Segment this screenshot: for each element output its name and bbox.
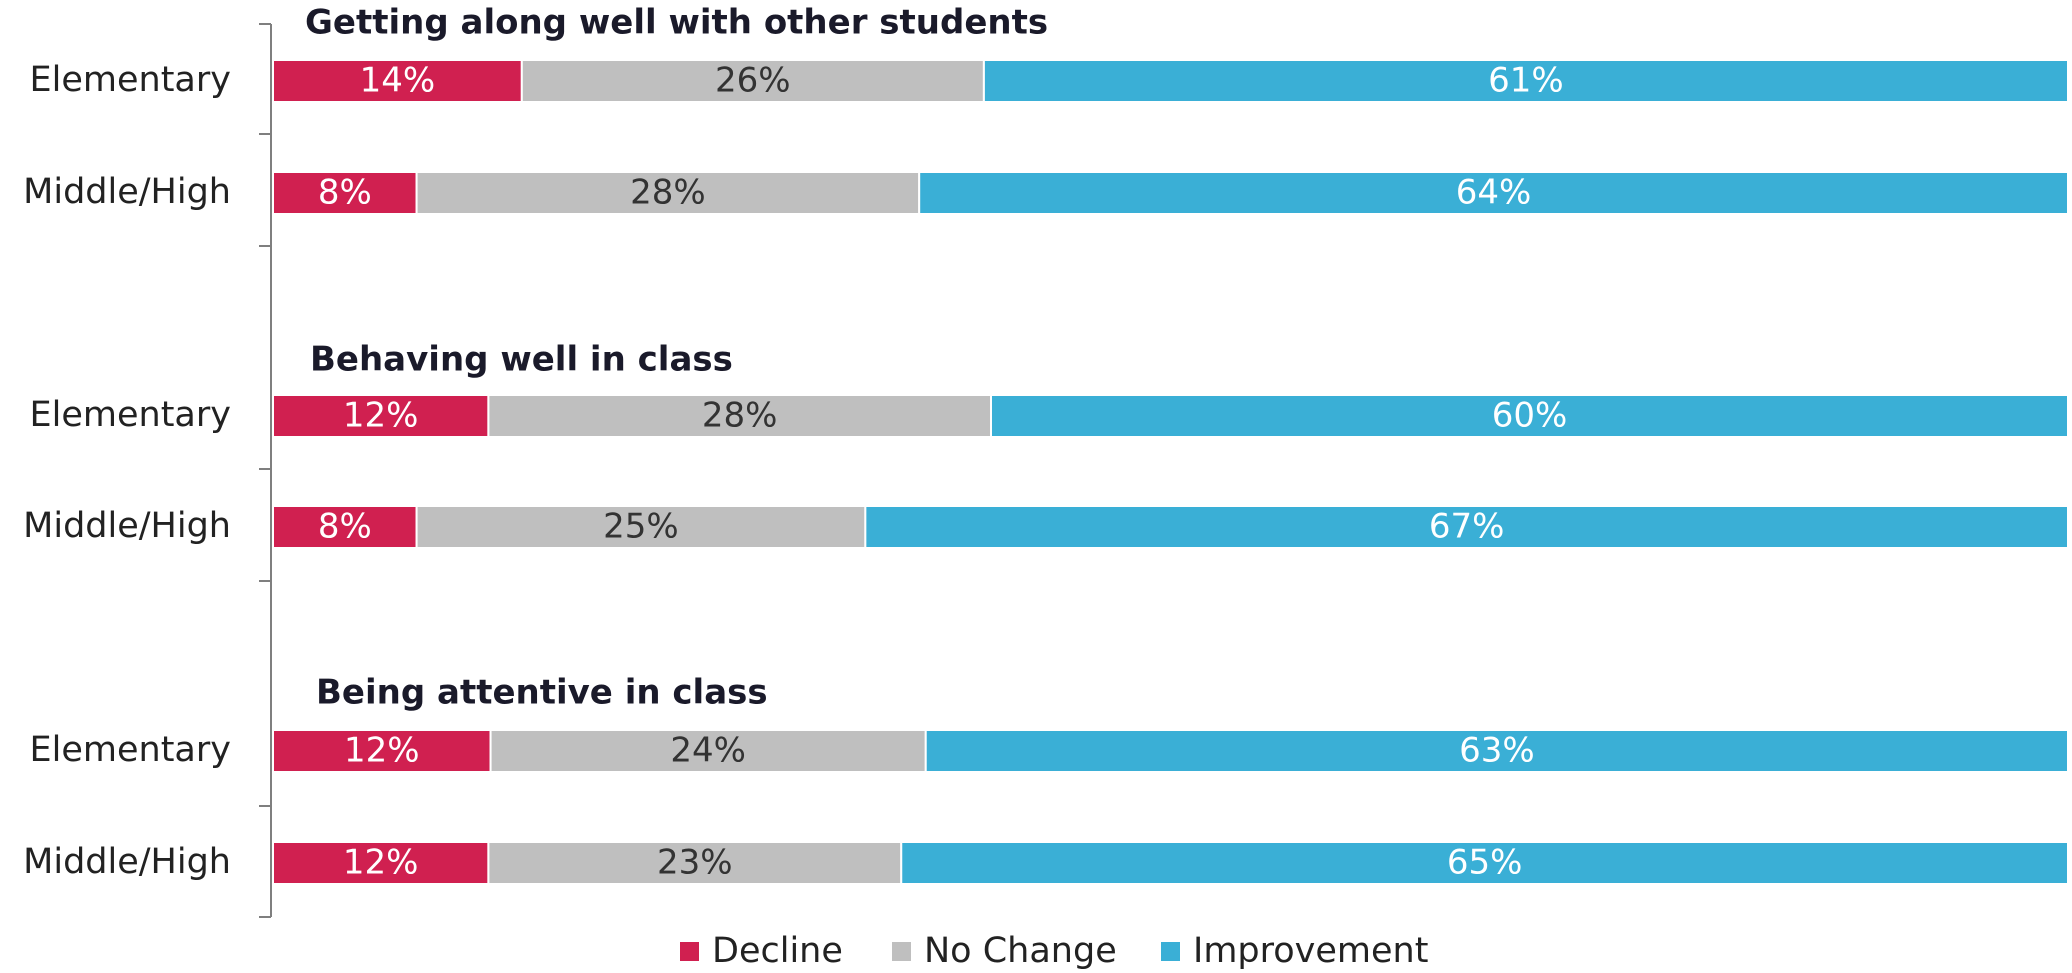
value-label: 8%	[318, 507, 372, 547]
legend-swatch	[680, 942, 699, 961]
value-label: 14%	[360, 61, 436, 101]
legend-swatch	[892, 942, 911, 961]
bar-segment	[487, 394, 992, 438]
value-label: 60%	[1492, 396, 1568, 436]
group-title: Getting along well with other students	[305, 3, 1048, 43]
category-label: Middle/High	[23, 842, 231, 882]
bar-segment	[272, 841, 490, 885]
group-title: Behaving well in class	[310, 340, 733, 380]
value-label: 25%	[603, 507, 679, 547]
value-label: 64%	[1456, 173, 1532, 213]
category-label: Elementary	[30, 60, 231, 100]
value-label: 28%	[630, 173, 706, 213]
bar-segment	[924, 729, 2069, 773]
bar-segment	[415, 505, 867, 549]
category-label: Middle/High	[23, 506, 231, 546]
legend-label: Improvement	[1193, 931, 1428, 971]
value-label: 28%	[702, 396, 778, 436]
value-label: 65%	[1447, 843, 1523, 883]
bar-segment	[272, 394, 490, 438]
legend-swatch	[1161, 942, 1180, 961]
value-label: 24%	[670, 731, 746, 771]
category-label: Elementary	[30, 730, 231, 770]
legend-label: Decline	[712, 931, 843, 971]
value-label: 23%	[657, 843, 733, 883]
bar-segment	[272, 59, 523, 103]
category-label: Elementary	[30, 395, 231, 435]
value-label: 12%	[344, 731, 420, 771]
value-label: 63%	[1459, 731, 1535, 771]
bar-segment	[864, 505, 2069, 549]
bar-segment	[487, 841, 903, 885]
group-title: Being attentive in class	[316, 673, 768, 713]
axis-ticks	[259, 23, 271, 918]
category-label: Middle/High	[23, 172, 231, 212]
bar-segment	[918, 171, 2070, 215]
value-label: 61%	[1488, 61, 1564, 101]
bar-segment	[489, 729, 927, 773]
value-label: 26%	[715, 61, 791, 101]
bar-segment	[900, 841, 2069, 885]
value-label: 8%	[318, 173, 372, 213]
value-label: 12%	[343, 396, 419, 436]
value-label: 12%	[343, 843, 419, 883]
legend-label: No Change	[924, 931, 1117, 971]
bar-segment	[520, 59, 985, 103]
bar-segment	[990, 394, 2069, 438]
bar-segment	[982, 59, 2069, 103]
value-label: 67%	[1429, 507, 1505, 547]
bar-segment	[272, 729, 492, 773]
